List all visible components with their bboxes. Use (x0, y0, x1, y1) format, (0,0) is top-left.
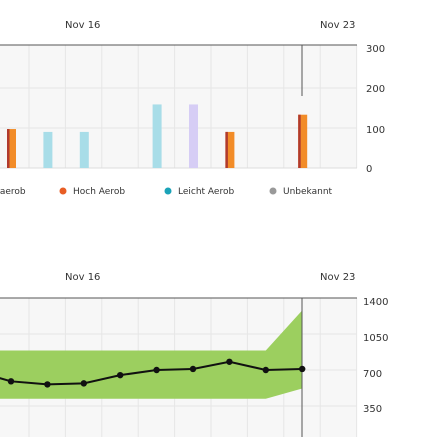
data-point-8[interactable] (262, 366, 269, 374)
data-point-6[interactable] (189, 365, 197, 373)
legend-label-unbekannt: Unbekannt (283, 187, 333, 197)
date-label-start: Nov 16 (65, 20, 100, 31)
y-tick-350: 350 (363, 404, 382, 415)
date-label-end-2: Nov 23 (320, 272, 355, 283)
grid-lines (0, 45, 358, 168)
data-point-5[interactable] (153, 366, 160, 374)
data-point-7[interactable] (226, 358, 233, 365)
line-chart: Nov 16 Nov 23 1400 1050 700 350 (0, 272, 388, 437)
legend: Anaerob Hoch Aerob Leicht Aerob Unbekann… (0, 187, 333, 197)
y-tick-1400: 1400 (363, 297, 388, 308)
data-point-3[interactable] (80, 380, 88, 387)
bar-3[interactable] (152, 104, 162, 168)
y-tick-1050: 1050 (363, 333, 388, 344)
bar-edge-0 (7, 129, 10, 168)
y-tick-300: 300 (366, 44, 385, 55)
plot-background (0, 45, 357, 168)
legend-label-leicht-aerob: Leicht Aerob (178, 187, 234, 197)
legend-label-anaerob: Anaerob (0, 187, 26, 197)
y-tick-100: 100 (366, 125, 385, 136)
legend-item-leicht-aerob[interactable]: Leicht Aerob (164, 187, 235, 197)
legend-dot-unbekannt (269, 187, 277, 195)
value-line (0, 360, 303, 386)
bar-edge-6 (298, 114, 301, 168)
date-label-start-2: Nov 16 (65, 272, 100, 283)
bar-1[interactable] (43, 131, 53, 168)
legend-dot-leicht-aerob (164, 187, 172, 195)
data-point-1[interactable] (7, 378, 15, 385)
bar-4[interactable] (189, 104, 198, 168)
bar-5[interactable] (225, 131, 235, 168)
legend-item-anaerob[interactable]: Anaerob (0, 187, 26, 197)
bars (7, 104, 308, 168)
bar-6[interactable] (298, 114, 308, 168)
range-band (0, 310, 303, 399)
date-label-end: Nov 23 (320, 20, 355, 31)
bar-chart: Nov 16 Nov 23 300 200 100 0 Anaerob Hoch… (0, 20, 385, 197)
legend-item-hoch-aerob[interactable]: Hoch Aerob (59, 187, 126, 197)
bar-edge-5 (225, 131, 228, 168)
y-tick-700: 700 (363, 369, 382, 380)
y-tick-200: 200 (366, 84, 385, 95)
data-points (7, 358, 306, 388)
data-point-2[interactable] (44, 381, 51, 388)
data-point-4[interactable] (117, 371, 124, 379)
data-point-9[interactable] (299, 365, 306, 373)
legend-label-hoch-aerob: Hoch Aerob (73, 187, 125, 197)
legend-item-unbekannt[interactable]: Unbekannt (269, 187, 333, 197)
bar-0[interactable] (7, 129, 16, 168)
y-tick-0: 0 (366, 164, 372, 175)
legend-dot-hoch-aerob (59, 187, 67, 195)
bar-2[interactable] (79, 131, 89, 168)
